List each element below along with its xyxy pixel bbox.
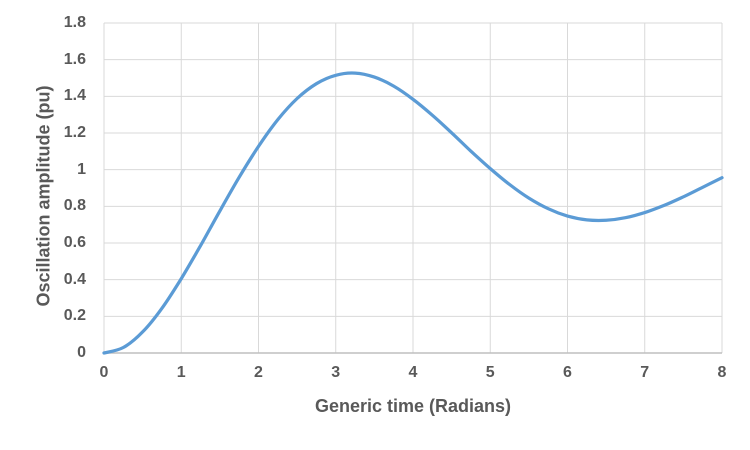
y-tick-label: 1.6 bbox=[63, 50, 86, 68]
y-tick-label: 1.2 bbox=[63, 124, 86, 141]
x-tick-label: 7 bbox=[640, 364, 650, 381]
x-tick-label: 2 bbox=[254, 364, 263, 381]
y-tick-label: 0.6 bbox=[63, 234, 86, 251]
x-tick-label: 6 bbox=[563, 364, 572, 381]
x-tick-label: 3 bbox=[331, 364, 341, 381]
x-tick-label: 5 bbox=[485, 364, 495, 381]
x-tick-label: 8 bbox=[717, 364, 727, 381]
y-tick-label: 0.8 bbox=[63, 197, 86, 215]
x-tick-label: 1 bbox=[176, 364, 186, 381]
y-tick-label: 1.4 bbox=[63, 87, 86, 105]
x-tick-label: 4 bbox=[408, 364, 418, 381]
y-tick-label: 1 bbox=[77, 160, 86, 178]
x-axis-title: Generic time (Radians) bbox=[314, 396, 512, 416]
y-tick-label: 0 bbox=[77, 344, 86, 361]
x-tick-label: 0 bbox=[99, 364, 109, 381]
y-tick-label: 0.4 bbox=[63, 270, 86, 288]
y-tick-label: 0.2 bbox=[63, 307, 86, 325]
y-tick-label: 1.8 bbox=[63, 14, 86, 31]
series-line bbox=[102, 71, 724, 355]
